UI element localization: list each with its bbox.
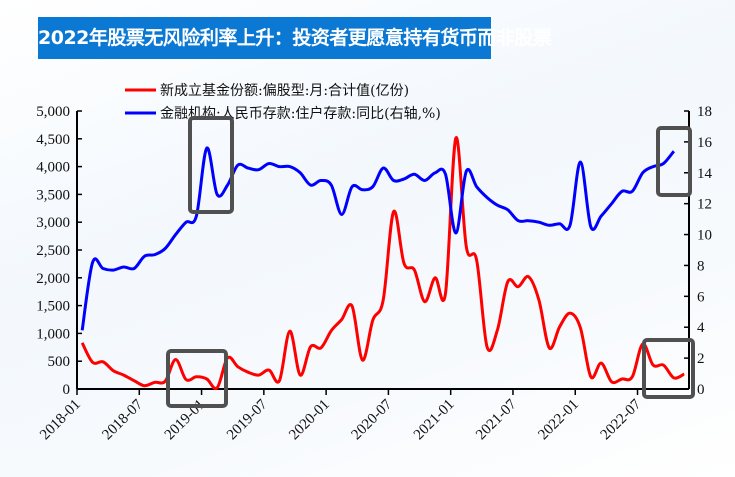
left-tick-label: 500 xyxy=(48,354,71,370)
left-tick-label: 2,500 xyxy=(36,243,70,259)
chart-title: 2022年股票无风险利率上升：投资者更愿意持有货币而非股票 xyxy=(38,17,552,59)
x-tick-label: 2022-07 xyxy=(598,396,645,443)
left-tick-label: 3,000 xyxy=(36,215,70,231)
left-tick-label: 5,000 xyxy=(36,104,70,120)
x-tick-label: 2018-07 xyxy=(99,396,146,443)
highlight-box xyxy=(166,349,228,408)
left-tick-label: 2,000 xyxy=(36,271,70,287)
right-tick-label: 8 xyxy=(697,258,705,274)
right-tick-label: 12 xyxy=(697,197,712,213)
left-tick-label: 3,500 xyxy=(36,187,70,203)
highlight-box xyxy=(656,126,692,197)
right-tick-label: 4 xyxy=(697,320,705,336)
x-tick-label: 2020-07 xyxy=(349,396,396,443)
right-tick-label: 2 xyxy=(697,351,705,367)
series-line-deposit-yoy xyxy=(80,146,676,331)
right-tick-label: 10 xyxy=(697,228,712,244)
x-tick-label: 2020-01 xyxy=(286,397,333,444)
left-tick-label: 1,500 xyxy=(36,299,70,315)
right-tick-label: 16 xyxy=(697,135,713,151)
right-tick-label: 6 xyxy=(697,289,705,305)
left-tick-label: 4,000 xyxy=(36,160,70,176)
left-tick-label: 0 xyxy=(63,382,71,398)
series-line-fund-shares xyxy=(80,136,685,391)
highlight-box xyxy=(642,338,695,399)
right-tick-label: 18 xyxy=(697,104,712,120)
highlight-box xyxy=(188,116,234,214)
right-tick-label: 0 xyxy=(697,382,705,398)
x-tick-label: 2019-07 xyxy=(224,396,271,443)
legend-label-fund-shares: 新成立基金份额:偏股型:月:合计值(亿份) xyxy=(160,82,409,99)
left-tick-label: 4,500 xyxy=(36,132,70,148)
x-tick-label: 2022-01 xyxy=(535,397,582,444)
left-tick-label: 1,000 xyxy=(36,326,70,342)
right-tick-label: 14 xyxy=(697,166,713,182)
x-tick-label: 2021-01 xyxy=(411,397,458,444)
legend: 新成立基金份额:偏股型:月:合计值(亿份) 金融机构:人民币存款:住户存款:同比… xyxy=(125,82,441,122)
x-tick-label: 2018-01 xyxy=(37,397,84,444)
x-tick-label: 2021-07 xyxy=(473,396,520,443)
